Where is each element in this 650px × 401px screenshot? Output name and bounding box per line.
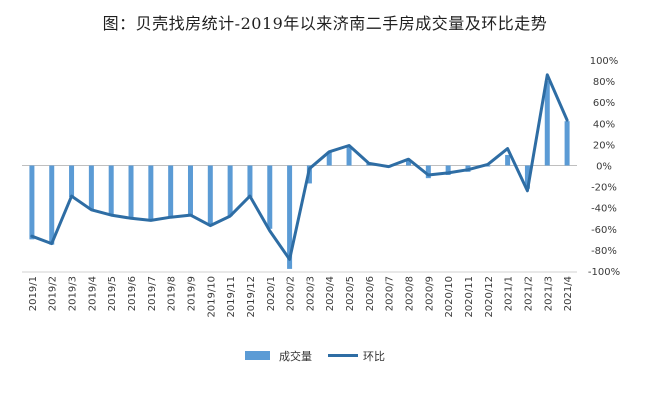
bar-2020/9: [425, 165, 431, 179]
y-tick-label: -60%: [591, 225, 617, 236]
x-tick-label: 2019/4: [87, 276, 98, 311]
bar-2019/12: [247, 165, 253, 198]
x-tick-label: 2019/2: [48, 276, 59, 311]
bar-2020/10: [445, 165, 451, 175]
chart-title: 图：贝壳找房统计-2019年以来济南二手房成交量及环比走势: [102, 14, 548, 33]
bar-2019/7: [148, 165, 154, 221]
y-tick-label: -100%: [588, 267, 620, 278]
x-tick-label: 2021/2: [523, 276, 534, 311]
y-tick-label: 80%: [593, 77, 615, 88]
bar-2020/5: [346, 146, 352, 166]
legend-label-bar: 成交量: [279, 349, 312, 363]
y-tick-label: 40%: [593, 119, 615, 130]
x-tick-label: 2020/10: [444, 276, 455, 318]
x-tick-label: 2020/4: [325, 276, 336, 311]
y-tick-label: -40%: [591, 204, 617, 215]
legend-label-line: 环比: [363, 350, 385, 363]
x-tick-label: 2020/3: [305, 276, 316, 311]
x-tick-label: 2021/1: [504, 276, 515, 311]
y-tick-label: 100%: [590, 56, 619, 67]
bar-2019/8: [168, 165, 174, 219]
x-tick-label: 2021/3: [543, 276, 554, 311]
x-tick-label: 2020/12: [484, 276, 495, 318]
x-tick-label: 2020/9: [424, 276, 435, 311]
x-tick-label: 2020/8: [405, 276, 416, 311]
bar-2020/12: [485, 165, 491, 167]
x-tick-label: 2019/3: [68, 276, 79, 311]
x-tick-label: 2019/6: [127, 276, 138, 311]
bar-2020/8: [406, 160, 412, 166]
bar-2019/9: [187, 165, 193, 217]
bar-2020/4: [326, 151, 332, 166]
x-tick-label: 2021/4: [563, 276, 574, 311]
bar-2019/3: [69, 165, 75, 198]
x-tick-label: 2019/8: [167, 276, 178, 311]
x-tick-label: 2019/5: [107, 276, 118, 311]
bar-2020/1: [267, 165, 273, 229]
x-tick-label: 2020/11: [464, 276, 475, 318]
y-tick-label: 60%: [593, 98, 615, 109]
x-tick-label: 2019/1: [28, 276, 39, 311]
plot-layer: 100% 80% 60% 40% 20% 0% -20% -40% -60% -80% -100% 2…: [22, 56, 620, 318]
legend-swatch-bar: [245, 351, 270, 360]
bar-2019/5: [108, 165, 114, 216]
x-tick-label: 2019/10: [206, 276, 217, 318]
x-tick-label: 2020/6: [365, 276, 376, 311]
bar-2021/1: [505, 154, 511, 166]
x-tick-label: 2020/2: [286, 276, 297, 311]
x-tick-label: 2020/1: [266, 276, 277, 311]
bar-2019/4: [88, 165, 94, 210]
bar-2021/2: [524, 165, 530, 189]
y-tick-label: 0%: [596, 162, 612, 173]
line-series-huanbi: [30, 73, 569, 261]
bar-2019/1: [29, 165, 35, 240]
x-tick-label: 2019/12: [246, 276, 257, 318]
bar-2019/6: [128, 165, 134, 219]
bar-2019/2: [49, 165, 55, 245]
x-tick-label: 2019/11: [226, 276, 237, 318]
bar-2019/11: [227, 165, 233, 217]
legend: 成交量 环比: [245, 349, 385, 363]
x-tick-label: 2019/7: [147, 276, 158, 311]
bar-2019/10: [207, 165, 213, 226]
y-tick-label: -20%: [591, 183, 617, 194]
bar-2021/3: [544, 81, 550, 166]
y-tick-label: -80%: [591, 246, 617, 257]
y-tick-label: 20%: [593, 140, 615, 151]
x-tick-label: 2020/5: [345, 276, 356, 311]
bar-2021/4: [564, 121, 570, 166]
x-tick-label: 2019/9: [186, 276, 197, 311]
x-tick-label: 2020/7: [385, 276, 396, 311]
bar-2020/2: [287, 165, 293, 269]
